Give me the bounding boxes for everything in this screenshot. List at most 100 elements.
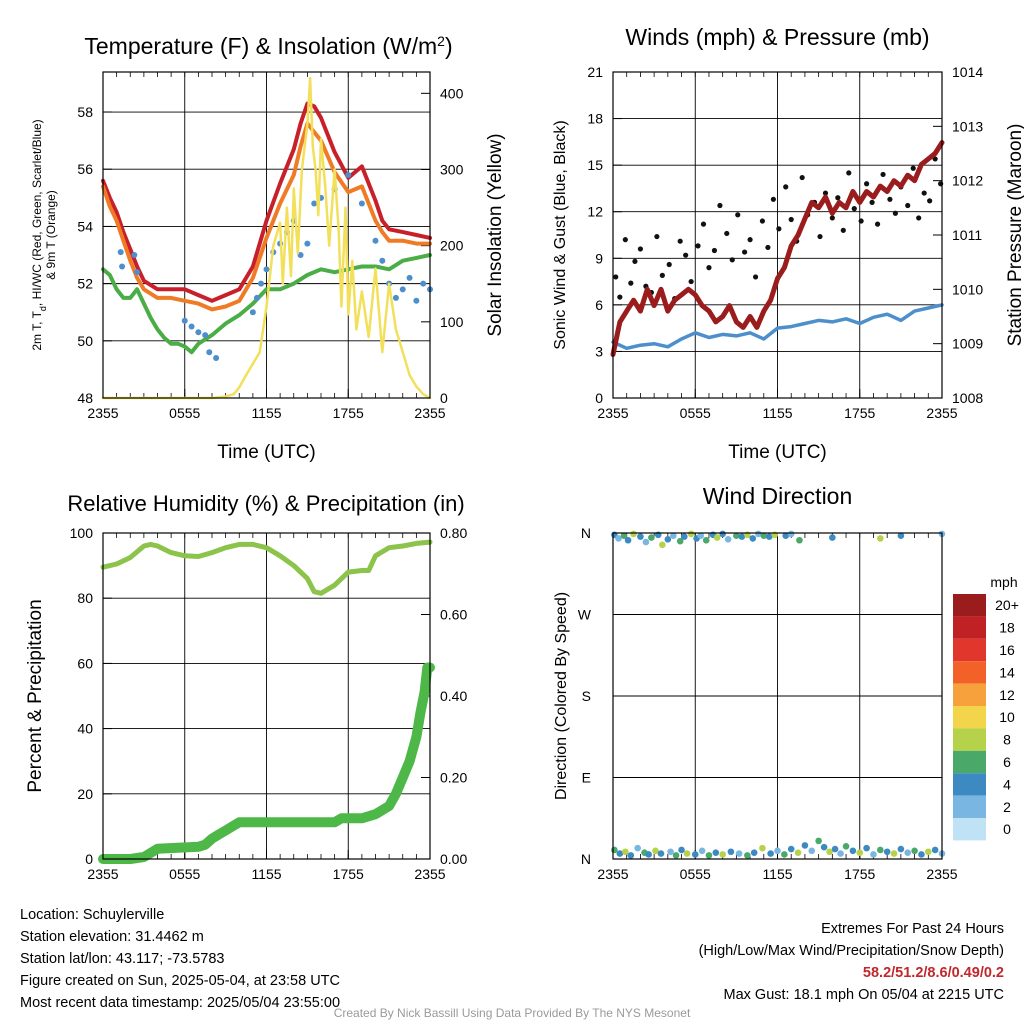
y-tick-label: 9: [595, 250, 603, 266]
station-info: Location: Schuylerville Station elevatio…: [20, 904, 340, 1014]
pressure-line: [610, 140, 945, 357]
gust-point: [835, 195, 841, 201]
colorbar-label: 20+: [995, 597, 1019, 613]
gust-point: [916, 215, 922, 221]
direction-point: [774, 847, 781, 855]
temperature-point: [392, 294, 399, 301]
gust-point: [874, 221, 881, 227]
panel-border: [102, 71, 431, 399]
temperature-point: [131, 252, 138, 259]
direction-point: [676, 537, 684, 545]
y2-tick-label: 0: [440, 390, 448, 406]
gust-point: [829, 215, 835, 221]
colorbar-label: 8: [1003, 732, 1011, 748]
x-tick-label: 1755: [844, 866, 875, 882]
direction-point: [698, 847, 706, 855]
y2-tick-label: 0.00: [440, 851, 467, 867]
temperature-series-line: [101, 121, 432, 312]
colorbar-swatch: [953, 818, 986, 841]
gust-point: [776, 226, 782, 232]
humidity-title: Relative Humidity (%) & Precipitation (i…: [67, 491, 464, 516]
gust-point: [724, 230, 730, 237]
temperature-series-line: [101, 76, 432, 400]
colorbar-title: mph: [990, 574, 1017, 590]
y2-tick-label: 0.40: [440, 688, 467, 704]
y-tick-label: 3: [595, 343, 603, 359]
y-tick-label: 52: [77, 276, 93, 292]
gust-point: [799, 174, 805, 181]
x-tick-label: 2355: [597, 866, 628, 882]
x-tick-label: 1155: [251, 866, 281, 882]
temperature-point: [311, 200, 318, 207]
gust-point: [742, 249, 748, 255]
y2-tick-label: 400: [440, 85, 464, 101]
direction-point: [829, 534, 836, 541]
direction-point: [767, 850, 774, 857]
temperature-point: [258, 280, 265, 287]
direction-point: [738, 533, 746, 540]
colorbar-swatch: [953, 638, 986, 662]
direction-point: [765, 533, 773, 540]
y-tick-label: 21: [587, 64, 603, 80]
colorbar-swatch: [953, 616, 986, 639]
temperature-point: [213, 354, 220, 361]
y-tick-label: 48: [77, 390, 93, 406]
direction-point: [611, 846, 618, 854]
y-axis-title: Sonic Wind & Gust (Blue, Black): [552, 120, 569, 349]
direction-point: [630, 530, 637, 538]
title-superscript: 2: [437, 33, 445, 49]
humidity-panel: 2355 0555 1155 1755 23550204060801000.000.20…: [25, 491, 467, 882]
temperature-point: [188, 323, 195, 330]
y2-tick-label: 1011: [952, 227, 982, 243]
panel-border: [612, 71, 943, 399]
direction-point: [794, 849, 802, 856]
y2-tick-label: 100: [440, 314, 464, 330]
gust-point: [729, 257, 735, 263]
direction-point: [890, 850, 898, 857]
gust-point: [628, 280, 634, 286]
temperature-point: [119, 263, 126, 270]
y2-tick-label: 0.80: [440, 525, 467, 541]
y-axis-title: Direction (Colored By Speed): [553, 592, 570, 800]
direction-point: [719, 851, 726, 858]
colorbar-label: 0: [1003, 821, 1011, 837]
gust-point: [892, 210, 898, 216]
direction-point: [877, 846, 884, 854]
x-tick-label: 0555: [169, 405, 200, 421]
x-tick-label: 1155: [251, 405, 281, 421]
direction-point: [702, 536, 710, 544]
direction-point: [712, 849, 720, 856]
direction-point: [648, 534, 655, 541]
direction-point: [787, 530, 795, 538]
gust-point: [905, 202, 911, 209]
y-tick-label: 15: [587, 157, 603, 173]
direction-point: [883, 848, 891, 856]
direction-point: [670, 532, 677, 540]
extremes-values: 58.2/51.2/8.6/0.49/0.2: [862, 965, 1004, 981]
colorbar-label: 12: [999, 687, 1015, 703]
y-tick-label: 12: [587, 204, 603, 220]
colorbar-swatch: [953, 706, 986, 729]
direction-point: [687, 530, 695, 538]
direction-point: [918, 851, 925, 858]
gust-point: [752, 274, 759, 280]
gust-point: [747, 237, 753, 243]
direction-point: [705, 852, 713, 859]
direction-point: [831, 845, 839, 853]
x-tick-label: 2355: [597, 405, 628, 421]
x-tick-label: 2355: [87, 866, 118, 882]
colorbar-label: 16: [999, 642, 1015, 658]
gust-point: [688, 278, 694, 285]
x-tick-label: 2355: [926, 405, 957, 421]
wind-speed-line: [611, 303, 944, 351]
direction-point: [904, 849, 912, 856]
y-tick-label: E: [582, 770, 591, 786]
direction-point: [782, 532, 790, 540]
direction-point: [697, 532, 705, 540]
y-tick-label: 0: [595, 390, 603, 406]
y-tick-label: 6: [595, 297, 603, 313]
temperature-point: [406, 274, 413, 281]
temperature-point: [372, 237, 379, 244]
temperature-point: [345, 171, 352, 178]
